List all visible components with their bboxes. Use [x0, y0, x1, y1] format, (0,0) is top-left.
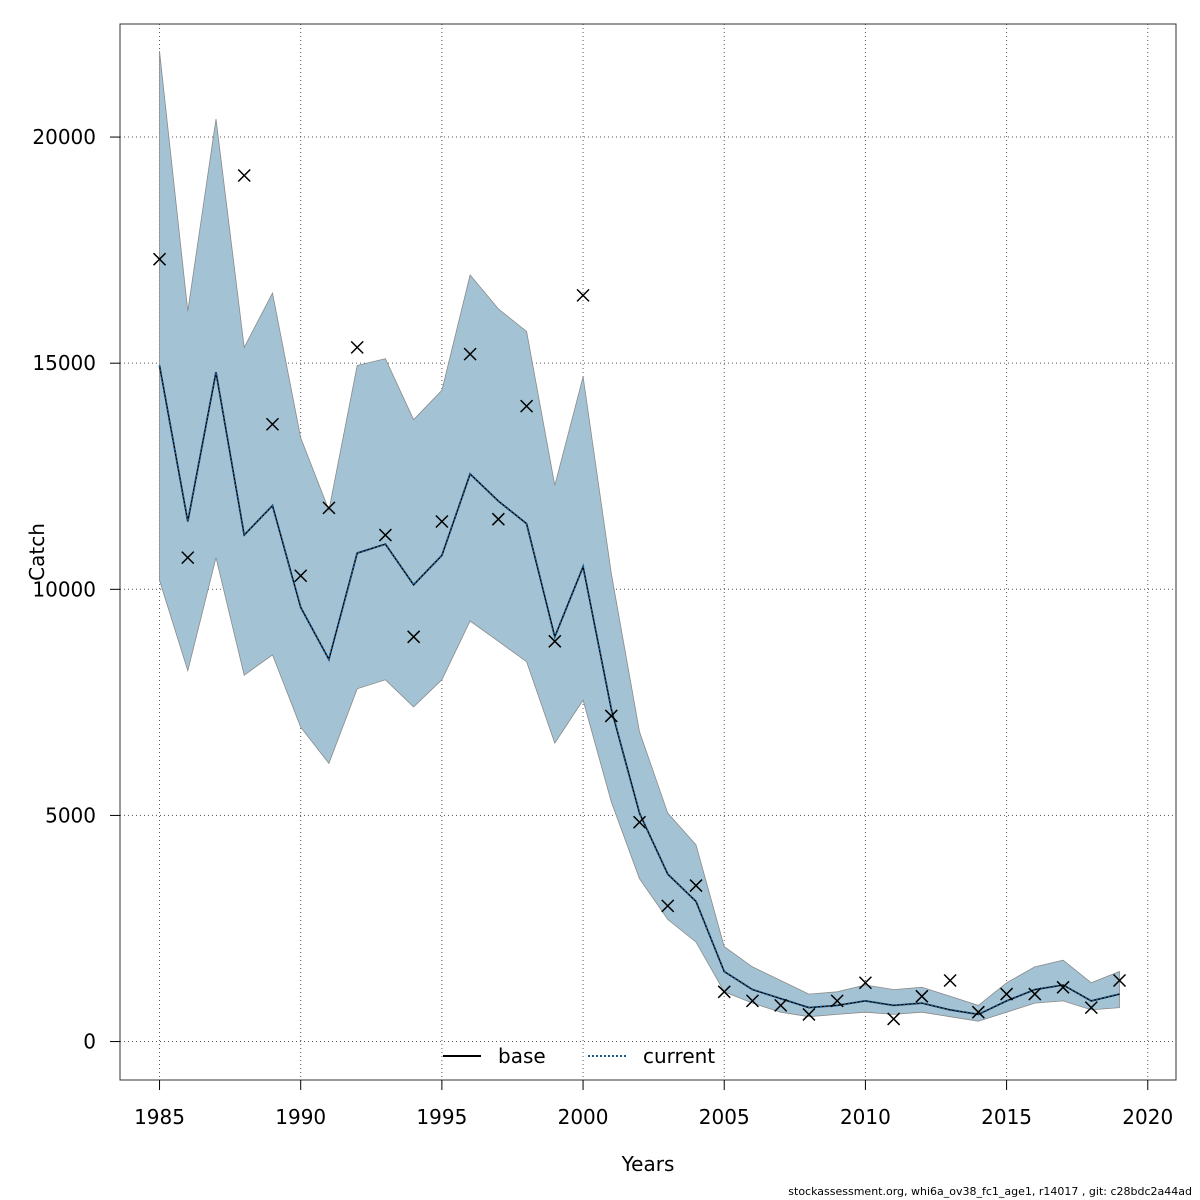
plot-frame: [119, 23, 1177, 1081]
observed-point-2011: [887, 1012, 901, 1026]
observed-point-2016: [1028, 987, 1042, 1001]
x-axis-label: Years: [621, 1152, 675, 1176]
observed-point-1995: [435, 514, 449, 529]
observed-point-1999: [548, 634, 562, 648]
observed-point-2018: [1084, 1001, 1098, 1015]
observed-point-1997: [491, 512, 505, 526]
observed-point-2013: [943, 973, 957, 988]
observed-point-2017: [1056, 980, 1070, 994]
observed-point-2010: [858, 976, 872, 990]
observed-point-2002: [632, 815, 647, 829]
observed-point-2012: [915, 989, 929, 1003]
x-tick-label-2005: 2005: [699, 1105, 750, 1129]
observed-point-2014: [971, 1005, 985, 1019]
x-tick-label-1985: 1985: [134, 1105, 185, 1129]
observed-point-2008: [802, 1007, 816, 1021]
legend-label-current: current: [643, 1044, 715, 1068]
observed-point-2003: [661, 899, 675, 913]
observed-point-2019: [1112, 973, 1127, 988]
footer-source: stockassessment.org, whi6a_ov38_fc1_age1…: [788, 1185, 1192, 1198]
y-tick-label-15000: 15000: [32, 351, 96, 375]
observed-point-1994: [407, 630, 421, 644]
confidence-band: [159, 51, 1120, 1022]
x-tick-label-2000: 2000: [558, 1105, 609, 1129]
legend-label-base: base: [498, 1044, 546, 1068]
x-tick-label-1990: 1990: [275, 1105, 326, 1129]
axes: 1985 1990 1995 2000 2005 2010 2015 2020 0 5000 100…: [32, 125, 1173, 1129]
observed-point-2000: [576, 288, 590, 302]
observed-point-1989: [265, 417, 280, 431]
x-tick-label-1995: 1995: [416, 1105, 467, 1129]
observed-point-2007: [774, 998, 788, 1012]
observed-point-1998: [520, 399, 534, 413]
series-line-current: [158, 365, 1120, 1016]
observed-point-2001: [604, 709, 618, 723]
observed-point-1990: [294, 569, 308, 583]
x-tick-label-2015: 2015: [981, 1105, 1032, 1129]
legend: base current: [443, 1044, 715, 1068]
observed-point-1985: [152, 252, 167, 266]
observed-point-2009: [830, 994, 844, 1008]
observed-point-2005: [717, 985, 731, 999]
observed-point-2006: [745, 994, 760, 1008]
observed-point-2015: [1000, 987, 1014, 1001]
observed-points: [152, 168, 1127, 1026]
x-tick-label-2010: 2010: [840, 1105, 891, 1129]
observed-point-1992: [350, 340, 364, 354]
y-tick-label-0: 0: [83, 1030, 96, 1054]
observed-point-1991: [322, 501, 336, 515]
y-tick-label-20000: 20000: [32, 125, 96, 149]
y-axis-label: Catch: [25, 523, 49, 581]
observed-point-1996: [463, 347, 477, 361]
y-tick-label-5000: 5000: [45, 803, 96, 827]
observed-point-1986: [181, 551, 195, 565]
y-tick-label-10000: 10000: [32, 577, 96, 601]
observed-point-1988: [237, 168, 251, 183]
observed-point-2004: [689, 879, 703, 893]
x-tick-label-2020: 2020: [1122, 1105, 1173, 1129]
observed-point-1993: [378, 528, 392, 542]
